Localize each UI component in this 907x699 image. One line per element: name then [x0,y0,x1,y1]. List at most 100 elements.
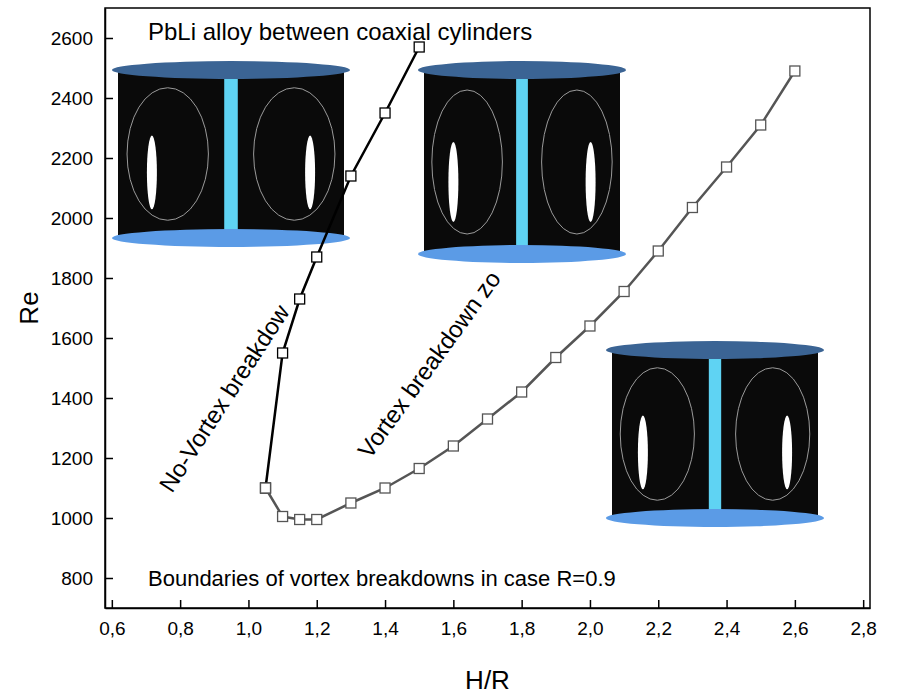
series-marker [756,120,766,130]
inset-bottom-disc [112,229,350,247]
y-tick: 2600 [51,28,113,49]
x-tick: 2,0 [577,600,603,639]
x-tick-label: 2,8 [850,618,876,639]
x-tick: 1,6 [441,600,467,639]
x-tick: 2,4 [714,600,741,639]
y-tick: 1600 [51,328,113,349]
inset-rod [516,70,528,254]
title: PbLi alloy between coaxial cylinders [148,18,532,45]
y-tick: 2200 [51,148,113,169]
series-marker [312,515,322,525]
x-axis-line [106,608,871,610]
y-tick-mark [105,338,113,340]
y-tick: 800 [61,568,113,589]
x-tick: 1,0 [236,600,262,639]
x-tick-label: 1,0 [236,618,262,639]
x-tick-mark [521,600,523,608]
y-tick-mark [105,458,113,460]
x-tick: 0,8 [167,600,193,639]
x-tick-label: 2,4 [714,618,741,639]
y-tick: 1800 [51,268,113,289]
plot-frame [105,8,870,608]
x-tick-mark [726,600,728,608]
x-axis: 0,6 0,8 1,0 1,2 1,4 1,6 1,8 2,0 2,2 2,4 2,6 2,8 [99,600,877,639]
x-tick: 2,2 [646,600,672,639]
inset-bubble [782,416,792,490]
x-tick-mark [863,600,865,608]
inset-bubble [147,136,157,210]
annotation: Vortex breakdown zo [352,266,506,463]
x-tick-label: 1,2 [304,618,330,639]
y-axis-title: Re [14,291,44,324]
flow-inset [606,341,824,527]
inset-bottom-disc [606,509,824,527]
y-tick: 2400 [51,88,113,109]
chart: 0,6 0,8 1,0 1,2 1,4 1,6 1,8 2,0 2,2 2,4 2,6 2,8 800 1… [0,0,907,699]
x-tick-mark [795,600,797,608]
series-marker [380,483,390,493]
series-marker [687,203,697,213]
series-marker [261,483,271,493]
series-marker [517,387,527,397]
plot-area [261,42,800,525]
series-marker [448,441,458,451]
series-marker [653,246,663,256]
inset-streamline [254,88,335,220]
inset-rod [224,70,238,238]
y-tick: 1000 [51,508,113,529]
series-marker [551,353,561,363]
flow-inset [112,61,350,247]
series-marker [619,287,629,297]
inset-bottom-disc [418,245,626,263]
annotation: No-Vortex breakdow [154,299,295,497]
x-tick-label: 2,6 [782,618,808,639]
x-tick-label: 1,4 [372,618,399,639]
y-tick-label: 1800 [51,268,93,289]
y-tick: 2000 [51,208,113,229]
series-marker [295,294,305,304]
x-tick-mark [316,600,318,608]
series-marker [722,162,732,172]
x-tick-label: 2,0 [577,618,603,639]
x-tick-mark [590,600,592,608]
x-tick: 2,6 [782,600,808,639]
x-tick-mark [248,600,250,608]
y-tick-label: 800 [61,568,93,589]
inset-streamline [736,368,810,500]
x-tick: 0,6 [99,600,125,639]
x-tick-mark [385,600,387,608]
inset-streamline [542,90,613,234]
inset-top-disc [606,341,824,359]
y-tick-mark [105,278,113,280]
x-tick: 2,8 [850,600,876,639]
y-tick-mark [105,398,113,400]
series-marker [278,348,288,358]
y-tick-mark [105,158,113,160]
x-tick-mark [658,600,660,608]
series-marker [380,108,390,118]
x-tick-label: 1,6 [441,618,467,639]
inset-streamline [127,88,208,220]
inset-streamline [432,90,503,234]
inset-bubble [448,142,458,222]
y-tick-label: 2400 [51,88,93,109]
y-tick-mark [105,38,113,40]
y-tick-label: 1400 [51,388,93,409]
inset-bubble [638,416,648,490]
y-axis: 800 1000 1200 1400 1600 1800 2000 2200 2400 2600 [51,9,113,609]
series-marker [483,414,493,424]
series-marker [585,321,595,331]
flow-inset [418,61,626,263]
y-tick-label: 2200 [51,148,93,169]
inset-bubble [586,142,596,222]
x-tick-mark [180,600,182,608]
inset-rod [709,350,721,518]
x-tick-label: 0,6 [99,618,125,639]
series-marker [261,483,271,493]
y-tick-label: 1200 [51,448,93,469]
x-tick-label: 0,8 [167,618,193,639]
series-marker [278,512,288,522]
y-tick-label: 1000 [51,508,93,529]
x-tick-label: 1,8 [509,618,535,639]
inset-bubble [305,136,315,210]
